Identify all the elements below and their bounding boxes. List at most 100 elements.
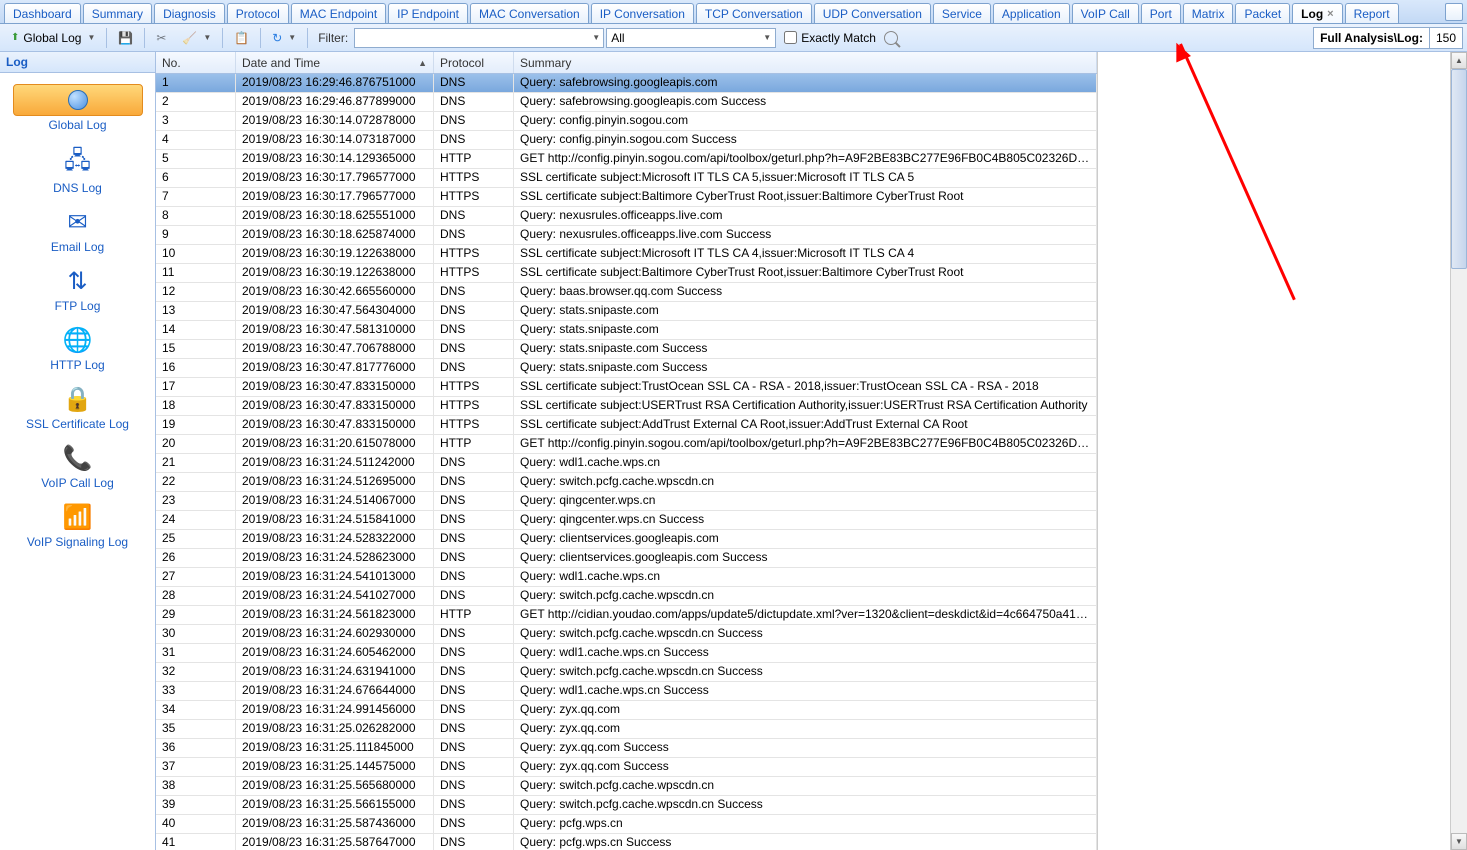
table-row[interactable]: 252019/08/23 16:31:24.528322000DNSQuery:… [156,530,1097,549]
search-icon[interactable] [884,31,898,45]
tab-matrix[interactable]: Matrix [1183,3,1234,23]
exactly-match-input[interactable] [784,31,797,44]
grid-body[interactable]: 12019/08/23 16:29:46.876751000DNSQuery: … [156,74,1097,850]
sidebar-item-dns-log[interactable]: 🖧DNS Log [0,144,155,203]
scroll-down-button[interactable]: ▼ [1451,833,1467,850]
table-row[interactable]: 22019/08/23 16:29:46.877899000DNSQuery: … [156,93,1097,112]
tab-port[interactable]: Port [1141,3,1181,23]
tab-mac-endpoint[interactable]: MAC Endpoint [291,3,386,23]
tab-report[interactable]: Report [1345,3,1399,23]
table-row[interactable]: 202019/08/23 16:31:20.615078000HTTPGET h… [156,435,1097,454]
tab-log[interactable]: Log× [1292,3,1342,23]
sidebar-item-http-log[interactable]: 🌐HTTP Log [0,321,155,380]
table-row[interactable]: 62019/08/23 16:30:17.796577000HTTPSSSL c… [156,169,1097,188]
sidebar-item-ftp-log[interactable]: ⇅FTP Log [0,262,155,321]
table-row[interactable]: 52019/08/23 16:30:14.129365000HTTPGET ht… [156,150,1097,169]
cell-datetime: 2019/08/23 16:30:47.833150000 [236,397,434,415]
col-header-summary[interactable]: Summary [514,52,1097,73]
table-row[interactable]: 12019/08/23 16:29:46.876751000DNSQuery: … [156,74,1097,93]
sidebar-item-ssl-certificate-log[interactable]: 🔒SSL Certificate Log [0,380,155,439]
table-row[interactable]: 112019/08/23 16:30:19.122638000HTTPSSSL … [156,264,1097,283]
tab-overflow-button[interactable] [1445,3,1463,21]
table-row[interactable]: 402019/08/23 16:31:25.587436000DNSQuery:… [156,815,1097,834]
table-row[interactable]: 372019/08/23 16:31:25.144575000DNSQuery:… [156,758,1097,777]
copy-button[interactable]: 📋 [227,27,256,49]
tab-udp-conversation[interactable]: UDP Conversation [814,3,931,23]
tab-voip-call[interactable]: VoIP Call [1072,3,1139,23]
table-row[interactable]: 292019/08/23 16:31:24.561823000HTTPGET h… [156,606,1097,625]
cell-protocol: DNS [434,530,514,548]
tab-summary[interactable]: Summary [83,3,152,23]
table-row[interactable]: 242019/08/23 16:31:24.515841000DNSQuery:… [156,511,1097,530]
table-row[interactable]: 302019/08/23 16:31:24.602930000DNSQuery:… [156,625,1097,644]
cell-protocol: HTTPS [434,416,514,434]
table-row[interactable]: 172019/08/23 16:30:47.833150000HTTPSSSL … [156,378,1097,397]
table-row[interactable]: 262019/08/23 16:31:24.528623000DNSQuery:… [156,549,1097,568]
table-row[interactable]: 162019/08/23 16:30:47.817776000DNSQuery:… [156,359,1097,378]
table-row[interactable]: 72019/08/23 16:30:17.796577000HTTPSSSL c… [156,188,1097,207]
dropdown-arrow-icon[interactable]: ▼ [592,33,600,42]
tab-protocol[interactable]: Protocol [227,3,289,23]
table-row[interactable]: 332019/08/23 16:31:24.676644000DNSQuery:… [156,682,1097,701]
table-row[interactable]: 222019/08/23 16:31:24.512695000DNSQuery:… [156,473,1097,492]
refresh-button[interactable]: ↻▼ [265,27,303,49]
save-button[interactable]: 💾 [111,27,140,49]
scroll-up-button[interactable]: ▲ [1451,52,1467,69]
sidebar-header: Log [0,52,155,73]
filter-input[interactable] [354,28,604,48]
sidebar-item-voip-call-log[interactable]: 📞VoIP Call Log [0,439,155,498]
vertical-scrollbar[interactable]: ▲ ▼ [1450,52,1467,850]
table-row[interactable]: 232019/08/23 16:31:24.514067000DNSQuery:… [156,492,1097,511]
tab-diagnosis[interactable]: Diagnosis [154,3,225,23]
table-row[interactable]: 352019/08/23 16:31:25.026282000DNSQuery:… [156,720,1097,739]
sidebar-item-global-log[interactable]: Global Log [8,81,147,140]
table-row[interactable]: 382019/08/23 16:31:25.565680000DNSQuery:… [156,777,1097,796]
col-header-datetime[interactable]: Date and Time▲ [236,52,434,73]
col-header-no[interactable]: No. [156,52,236,73]
tab-service[interactable]: Service [933,3,991,23]
table-row[interactable]: 392019/08/23 16:31:25.566155000DNSQuery:… [156,796,1097,815]
table-row[interactable]: 32019/08/23 16:30:14.072878000DNSQuery: … [156,112,1097,131]
table-row[interactable]: 322019/08/23 16:31:24.631941000DNSQuery:… [156,663,1097,682]
table-row[interactable]: 122019/08/23 16:30:42.665560000DNSQuery:… [156,283,1097,302]
table-row[interactable]: 182019/08/23 16:30:47.833150000HTTPSSSL … [156,397,1097,416]
table-row[interactable]: 342019/08/23 16:31:24.991456000DNSQuery:… [156,701,1097,720]
table-row[interactable]: 212019/08/23 16:31:24.511242000DNSQuery:… [156,454,1097,473]
col-header-protocol[interactable]: Protocol [434,52,514,73]
table-row[interactable]: 42019/08/23 16:30:14.073187000DNSQuery: … [156,131,1097,150]
tab-application[interactable]: Application [993,3,1070,23]
cell-protocol: HTTPS [434,397,514,415]
table-row[interactable]: 312019/08/23 16:31:24.605462000DNSQuery:… [156,644,1097,663]
table-row[interactable]: 192019/08/23 16:30:47.833150000HTTPSSSL … [156,416,1097,435]
filter-scope-dropdown[interactable]: All ▼ [606,28,776,48]
clear-button[interactable]: 🧹▼ [175,27,218,49]
table-row[interactable]: 132019/08/23 16:30:47.564304000DNSQuery:… [156,302,1097,321]
close-icon[interactable]: × [1327,8,1333,20]
exactly-match-checkbox[interactable]: Exactly Match [784,31,876,45]
cell-summary: SSL certificate subject:AddTrust Externa… [514,416,1097,434]
sidebar-item-voip-signaling-log[interactable]: 📶VoIP Signaling Log [0,498,155,557]
table-row[interactable]: 272019/08/23 16:31:24.541013000DNSQuery:… [156,568,1097,587]
table-row[interactable]: 142019/08/23 16:30:47.581310000DNSQuery:… [156,321,1097,340]
table-row[interactable]: 92019/08/23 16:30:18.625874000DNSQuery: … [156,226,1097,245]
table-row[interactable]: 102019/08/23 16:30:19.122638000HTTPSSSL … [156,245,1097,264]
tab-tcp-conversation[interactable]: TCP Conversation [696,3,812,23]
table-row[interactable]: 282019/08/23 16:31:24.541027000DNSQuery:… [156,587,1097,606]
cut-button[interactable]: ✂ [149,27,173,49]
table-row[interactable]: 362019/08/23 16:31:25.111845000DNSQuery:… [156,739,1097,758]
cell-datetime: 2019/08/23 16:31:24.541013000 [236,568,434,586]
tab-dashboard[interactable]: Dashboard [4,3,81,23]
table-row[interactable]: 412019/08/23 16:31:25.587647000DNSQuery:… [156,834,1097,850]
sidebar-item-label: Email Log [4,240,151,254]
cell-summary: Query: stats.snipaste.com Success [514,340,1097,358]
table-row[interactable]: 82019/08/23 16:30:18.625551000DNSQuery: … [156,207,1097,226]
cell-no: 10 [156,245,236,263]
tab-packet[interactable]: Packet [1235,3,1290,23]
scroll-thumb[interactable] [1451,69,1467,269]
tab-ip-conversation[interactable]: IP Conversation [591,3,694,23]
global-log-button[interactable]: ⬆ Global Log ▼ [4,27,102,49]
table-row[interactable]: 152019/08/23 16:30:47.706788000DNSQuery:… [156,340,1097,359]
tab-ip-endpoint[interactable]: IP Endpoint [388,3,468,23]
sidebar-item-email-log[interactable]: ✉Email Log [0,203,155,262]
tab-mac-conversation[interactable]: MAC Conversation [470,3,589,23]
